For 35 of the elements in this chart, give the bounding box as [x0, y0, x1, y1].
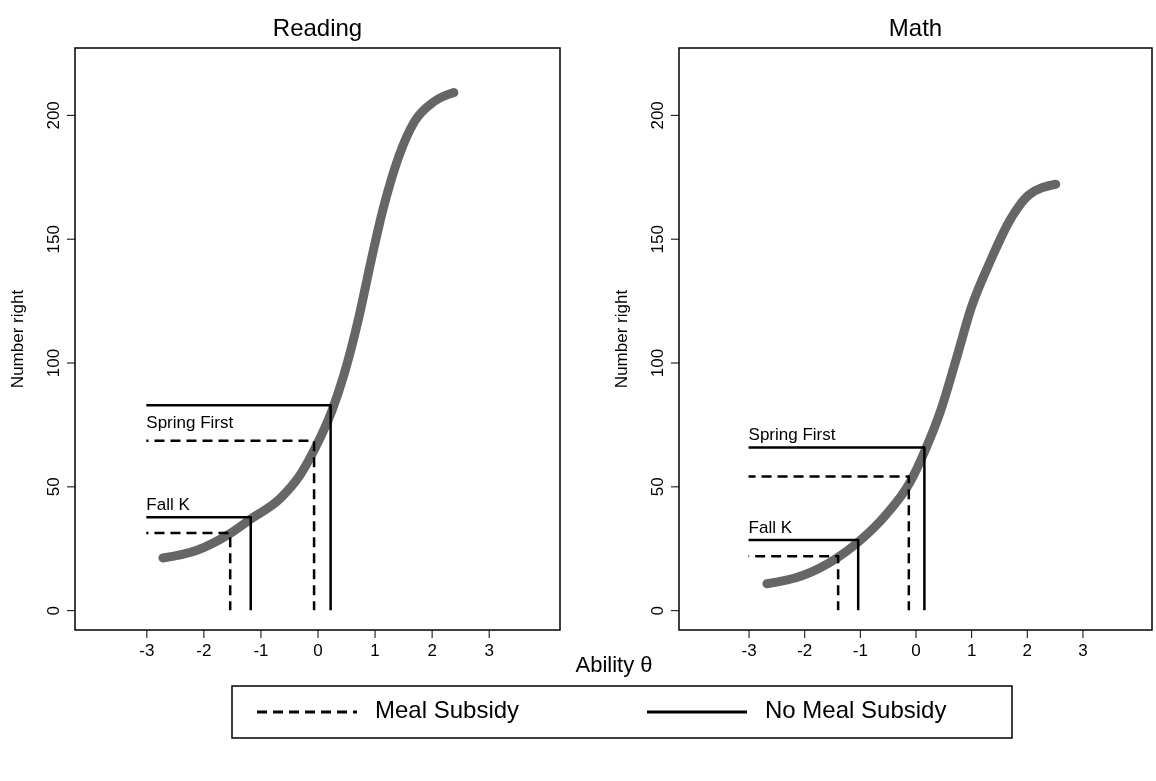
- y-tick-label: 50: [44, 477, 64, 497]
- x-tick-label: 3: [1078, 641, 1088, 661]
- legend-label: No Meal Subsidy: [765, 696, 947, 724]
- x-axis-title: Ability θ: [575, 652, 653, 677]
- x-tick-label: 2: [427, 641, 437, 661]
- x-tick-label: 1: [370, 641, 380, 661]
- y-axis-title: Number right: [612, 289, 631, 389]
- chart-title: Reading: [272, 14, 363, 41]
- y-tick-label: 150: [648, 225, 668, 254]
- annotation: Fall K: [146, 494, 191, 514]
- x-tick-label: 0: [313, 641, 323, 661]
- annotation: Spring First: [748, 424, 836, 444]
- x-tick-label: -3: [741, 641, 757, 661]
- x-tick-label: -3: [139, 641, 155, 661]
- y-tick-label: 200: [648, 101, 668, 130]
- x-tick-label: 3: [484, 641, 494, 661]
- annotation: Fall K: [748, 517, 793, 537]
- x-tick-label: 0: [911, 641, 921, 661]
- x-tick-label: -2: [196, 641, 212, 661]
- y-tick-label: 100: [648, 348, 668, 378]
- x-tick-label: -1: [253, 641, 269, 661]
- legend-label: Meal Subsidy: [375, 696, 520, 724]
- x-tick-label: -2: [797, 641, 813, 661]
- y-tick-label: 200: [44, 101, 64, 130]
- y-tick-label: 150: [44, 225, 64, 254]
- y-tick-label: 50: [648, 477, 668, 497]
- chart-title: Math: [888, 14, 943, 41]
- x-tick-label: 1: [966, 641, 977, 661]
- y-tick-label: 0: [648, 605, 668, 616]
- y-axis-title: Number right: [8, 289, 27, 389]
- x-tick-label: -1: [852, 641, 868, 661]
- y-tick-label: 100: [44, 348, 64, 378]
- annotation: Spring First: [146, 413, 234, 433]
- y-tick-label: 0: [44, 605, 64, 616]
- x-tick-label: 2: [1022, 641, 1033, 661]
